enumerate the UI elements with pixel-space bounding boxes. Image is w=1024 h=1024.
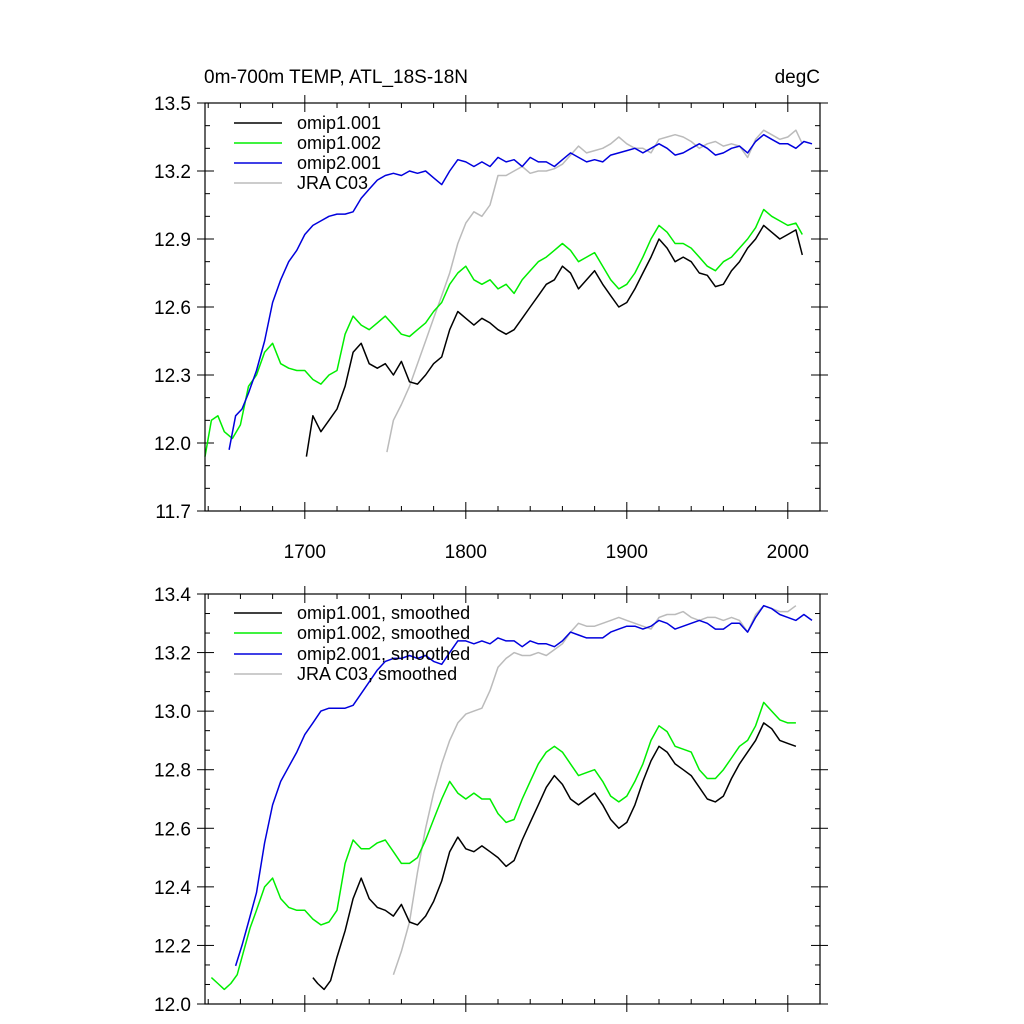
y-tick-label: 12.0: [154, 434, 191, 455]
y-tick-label: 12.6: [154, 819, 191, 840]
x-tick-label: 1900: [606, 542, 648, 563]
legend-label: omip2.001: [297, 153, 381, 173]
x-tick-label: 1800: [445, 542, 487, 563]
legend-label: omip2.001, smoothed: [297, 644, 470, 664]
top-legend: omip1.001 omip1.002 omip2.001 JRA C03: [234, 113, 381, 193]
legend-label: omip1.002: [297, 133, 381, 153]
legend-label: JRA C03, smoothed: [297, 664, 457, 684]
top-series: [204, 129, 813, 457]
y-tick-label: 12.6: [154, 298, 191, 319]
x-tick-label: 2000: [767, 542, 809, 563]
y-tick-label: 12.4: [154, 878, 191, 899]
y-tick-label: 12.2: [154, 936, 191, 957]
top-chart-title: 0m-700m TEMP, ATL_18S-18N: [204, 67, 468, 88]
bottom-plot-frame: [204, 593, 821, 1005]
top-panel: 0m-700m TEMP, ATL_18S-18N degC 1700 1800 1…: [154, 67, 828, 563]
series-line-jra-c03: [392, 604, 797, 975]
series-line-omip1-001: [312, 722, 797, 991]
series-line-jra-c03: [386, 129, 803, 453]
y-tick-label: 12.8: [154, 761, 191, 782]
series-line-omip1-002: [204, 208, 803, 457]
series-line-omip1-002: [210, 701, 796, 991]
y-tick-label: 13.2: [154, 644, 191, 665]
top-ticks: 1700 1800 1900 2000 11.7 12.0 12.3 12.6 12.9 13.2…: [154, 94, 828, 563]
y-tick-label: 12.0: [154, 995, 191, 1016]
y-tick-label: 13.0: [154, 702, 191, 723]
series-line-omip2-001: [228, 133, 813, 450]
bottom-ticks: 12.0 12.2 12.4 12.6 12.8 13.0 13.2 13.4: [154, 585, 828, 1016]
bottom-series: [210, 604, 813, 991]
y-tick-label: 13.4: [154, 585, 191, 606]
bottom-panel: 12.0 12.2 12.4 12.6 12.8 13.0 13.2 13.4 omip1.0…: [154, 585, 828, 1016]
bottom-legend: omip1.001, smoothed omip1.002, smoothed …: [234, 603, 470, 684]
x-tick-label: 1700: [284, 542, 326, 563]
legend-label: JRA C03: [297, 173, 368, 193]
legend-label: omip1.001: [297, 113, 381, 133]
y-tick-label: 12.3: [154, 366, 191, 387]
y-tick-label: 12.9: [154, 230, 191, 251]
series-line-omip2-001: [234, 604, 813, 967]
legend-label: omip1.001, smoothed: [297, 603, 470, 623]
legend-label: omip1.002, smoothed: [297, 623, 470, 643]
top-plot-frame: [204, 102, 821, 512]
y-tick-label: 13.5: [154, 94, 191, 115]
y-tick-label: 11.7: [155, 502, 191, 523]
y-tick-label: 13.2: [154, 162, 191, 183]
series-line-omip1-001: [305, 224, 804, 457]
top-chart-units: degC: [775, 67, 820, 88]
